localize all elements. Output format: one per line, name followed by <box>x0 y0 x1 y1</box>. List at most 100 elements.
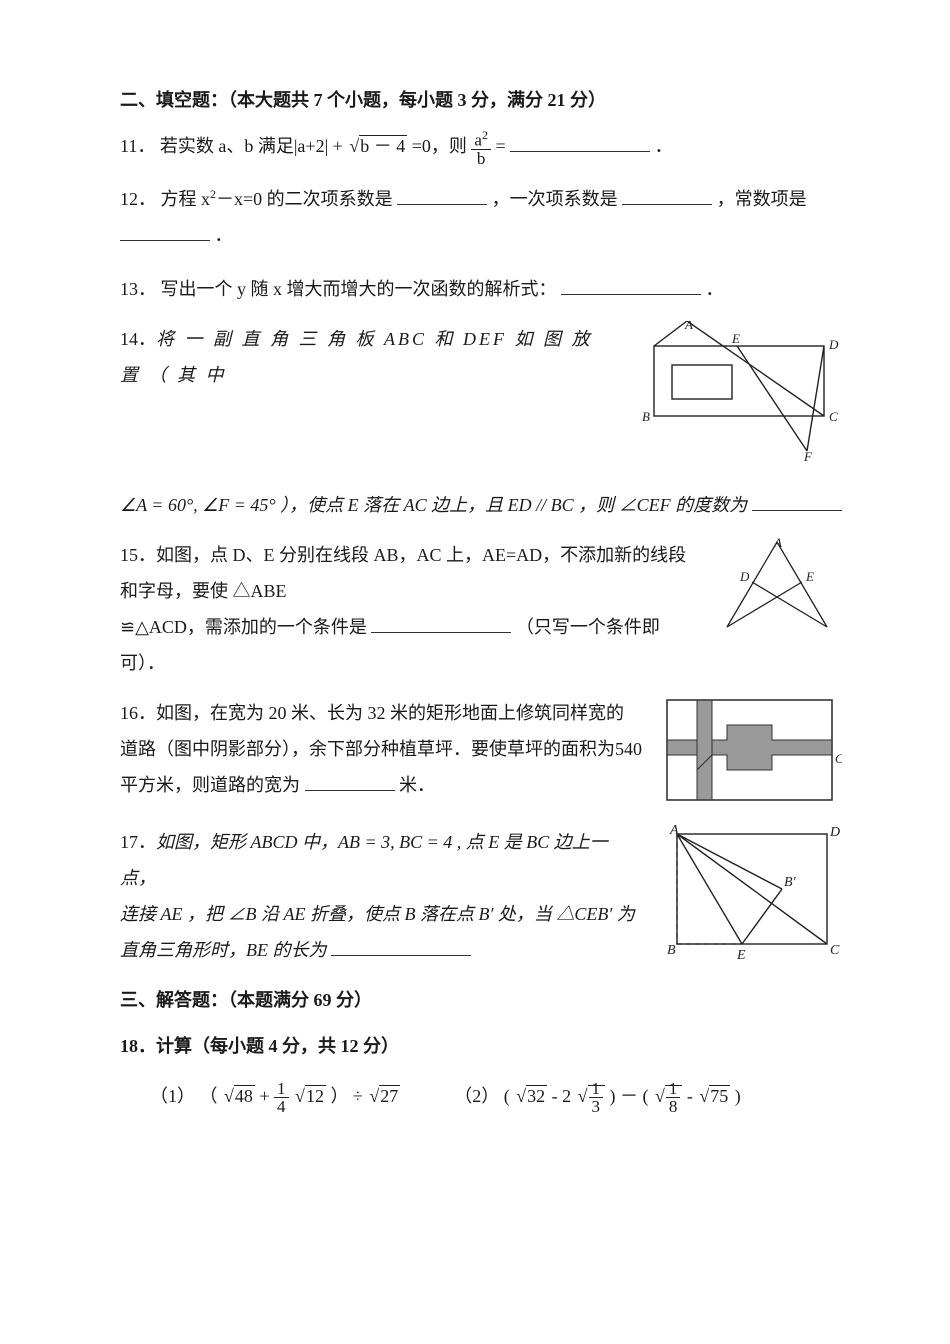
q15-blank <box>371 616 511 633</box>
q18-p1-plus: + <box>259 1086 269 1106</box>
q16-text: 16．如图，在宽为 20 米、长为 32 米的矩形地面上修筑同样宽的 道路（图中… <box>120 695 650 803</box>
q14-num: 14． <box>120 329 156 349</box>
q14-lbl-D: D <box>828 337 839 352</box>
q11-num: 11． <box>120 136 155 156</box>
q14-lbl-A: A <box>684 321 693 332</box>
q18-p2-open: ( <box>504 1086 510 1106</box>
q15-b: ≌△ACD，需添加的一个条件是 <box>120 617 367 637</box>
q16-blank <box>305 774 395 791</box>
page: 二、填空题：（本大题共 7 个小题，每小题 3 分，满分 21 分） 11． 若… <box>0 0 950 1344</box>
q18-p2-close2: ) <box>735 1086 741 1106</box>
section-2-title: 二、填空题：（本大题共 7 个小题，每小题 3 分，满分 21 分） <box>120 82 842 118</box>
q16-num: 16． <box>120 703 156 723</box>
q18-p2-r3: 75 <box>697 1078 730 1114</box>
q11-blank <box>510 135 650 152</box>
q12-blank2 <box>622 188 712 205</box>
q16-figure: C <box>662 695 842 810</box>
q15-num: 15． <box>120 545 156 565</box>
section-3-title: 三、解答题：（本题满分 69 分） <box>120 982 842 1018</box>
q18-p1-r1: 48 <box>222 1078 255 1114</box>
q16-c: 平方米，则道路的宽为 <box>120 775 300 795</box>
q12-num: 12． <box>120 189 156 209</box>
q11-frac: a2 b <box>471 129 491 167</box>
q15-lbl-D: D <box>739 569 750 584</box>
q13-num: 13． <box>120 279 156 299</box>
q18-p2-minus: - 2 <box>552 1086 572 1106</box>
q15-a: 如图，点 D、E 分别在线段 AB，AC 上，AE=AD，不添加新的线段和字母，… <box>120 545 686 601</box>
q12-a: 方程 x <box>161 189 211 209</box>
q17-text: 17．如图，矩形 ABCD 中，AB = 3, BC = 4 , 点 E 是 B… <box>120 824 640 968</box>
q14-lbl-B: B <box>642 409 650 424</box>
question-15: 15．如图，点 D、E 分别在线段 AB，AC 上，AE=AD，不添加新的线段和… <box>120 537 842 681</box>
q17-lbl-A: A <box>669 824 679 838</box>
q17-blank <box>331 939 471 956</box>
q17-lbl-C: C <box>830 943 840 958</box>
q16-unit: 米． <box>399 775 435 795</box>
q18-p2-minus2: - <box>687 1086 693 1106</box>
q17-c: 直角三角形时，BE 的长为 <box>120 940 327 960</box>
q11-mid: =0，则 <box>412 136 467 156</box>
q18-p1-close: ） ÷ <box>330 1086 362 1106</box>
q11-radicand: b － 4 <box>359 135 407 156</box>
q11-frac-den: b <box>471 149 491 167</box>
q14-line1: 将 一 副 直 角 三 角 板 ABC 和 DEF 如 图 放 置 （ 其 中 <box>120 329 592 385</box>
q12-tail: ． <box>215 225 233 245</box>
q18-num: 18． <box>120 1036 156 1056</box>
q15-lbl-E: E <box>805 569 814 584</box>
q18-part1: （1） （ 48 + 1 4 12 ） ÷ 27 <box>150 1078 400 1115</box>
q17-figure: A D B C B′ E <box>652 824 842 964</box>
q18-p2-label: （2） <box>454 1086 499 1106</box>
q17-lbl-B: B <box>667 943 676 958</box>
q12-blank3 <box>120 224 210 241</box>
q18-p1-label: （1） <box>150 1086 195 1106</box>
question-12: 12． 方程 x2－x=0 的二次项系数是 ，一次项系数是 ，常数项是 ． <box>120 181 842 253</box>
q18-p2-rfrac2: 18 <box>653 1078 682 1115</box>
q15-figure: A D E <box>712 537 842 632</box>
q16-lbl-C: C <box>835 751 842 766</box>
question-14-row2: ∠A = 60°, ∠F = 45° ），使点 E 落在 AC 边上，且 ED … <box>120 487 842 523</box>
q12-b: －x=0 的二次项系数是 <box>216 189 393 209</box>
q14-line1-wrap: 14．将 一 副 直 角 三 角 板 ABC 和 DEF 如 图 放 置 （ 其… <box>120 321 620 393</box>
q18-p2-rfrac: 13 <box>576 1078 605 1115</box>
q12-d: ，常数项是 <box>717 189 807 209</box>
q17-lbl-D: D <box>829 825 840 840</box>
q18-p2-open2: ( <box>643 1086 649 1106</box>
question-11: 11． 若实数 a、b 满足|a+2| + b － 4 =0，则 a2 b = … <box>120 128 842 167</box>
q14-lbl-F: F <box>803 449 813 461</box>
question-16: 16．如图，在宽为 20 米、长为 32 米的矩形地面上修筑同样宽的 道路（图中… <box>120 695 842 810</box>
q18-head: 计算（每小题 4 分，共 12 分） <box>156 1036 399 1056</box>
question-14-row1: 14．将 一 副 直 角 三 角 板 ABC 和 DEF 如 图 放 置 （ 其… <box>120 321 842 461</box>
q11-pre: 若实数 a、b 满足|a+2| + <box>160 136 343 156</box>
q18-part2: （2） ( 32 - 2 13 ) － ( 18 - 75 ) <box>454 1078 741 1115</box>
q11-frac-num: a <box>474 131 482 150</box>
question-18-head: 18．计算（每小题 4 分，共 12 分） <box>120 1028 842 1064</box>
q14-blank <box>752 494 842 511</box>
q18-p1-frac: 1 4 <box>274 1080 289 1115</box>
q15-text: 15．如图，点 D、E 分别在线段 AB，AC 上，AE=AD，不添加新的线段和… <box>120 537 700 681</box>
q18-p2-sep: － <box>620 1086 643 1106</box>
q16-a: 如图，在宽为 20 米、长为 32 米的矩形地面上修筑同样宽的 <box>156 703 624 723</box>
q17-b: 连接 AE ，把 ∠B 沿 AE 折叠，使点 B 落在点 B′ 处，当 △CEB… <box>120 896 640 932</box>
q18-p1-open: （ <box>200 1086 218 1106</box>
q17-num: 17． <box>120 832 156 852</box>
q17-lbl-B1: B′ <box>784 875 797 890</box>
q11-sqrt: b － 4 <box>347 128 407 164</box>
q18-p1-r3: 27 <box>367 1078 400 1114</box>
q13-text: 写出一个 y 随 x 增大而增大的一次函数的解析式： <box>161 279 557 299</box>
q17-a: 如图，矩形 ABCD 中，AB = 3, BC = 4 , 点 E 是 BC 边… <box>120 832 608 888</box>
q14-figure: A B C D E F <box>632 321 842 461</box>
q14-lbl-E: E <box>731 331 740 346</box>
q14-line2: ∠A = 60°, ∠F = 45° ），使点 E 落在 AC 边上，且 ED … <box>120 495 747 515</box>
q12-c: ，一次项系数是 <box>492 189 618 209</box>
q11-tail: ． <box>655 136 673 156</box>
q12-blank1 <box>397 188 487 205</box>
q14-lbl-C: C <box>829 409 838 424</box>
q18-p1-r2: 12 <box>293 1078 326 1114</box>
question-13: 13． 写出一个 y 随 x 增大而增大的一次函数的解析式： ． <box>120 271 842 307</box>
q11-eq: = <box>495 136 505 156</box>
q18-parts: （1） （ 48 + 1 4 12 ） ÷ 27 （2） ( 32 - 2 13… <box>150 1078 842 1115</box>
q13-blank <box>561 278 701 295</box>
q18-p2-close1: ) <box>610 1086 616 1106</box>
q15-lbl-A: A <box>773 537 782 550</box>
q17-lbl-E: E <box>736 948 746 963</box>
